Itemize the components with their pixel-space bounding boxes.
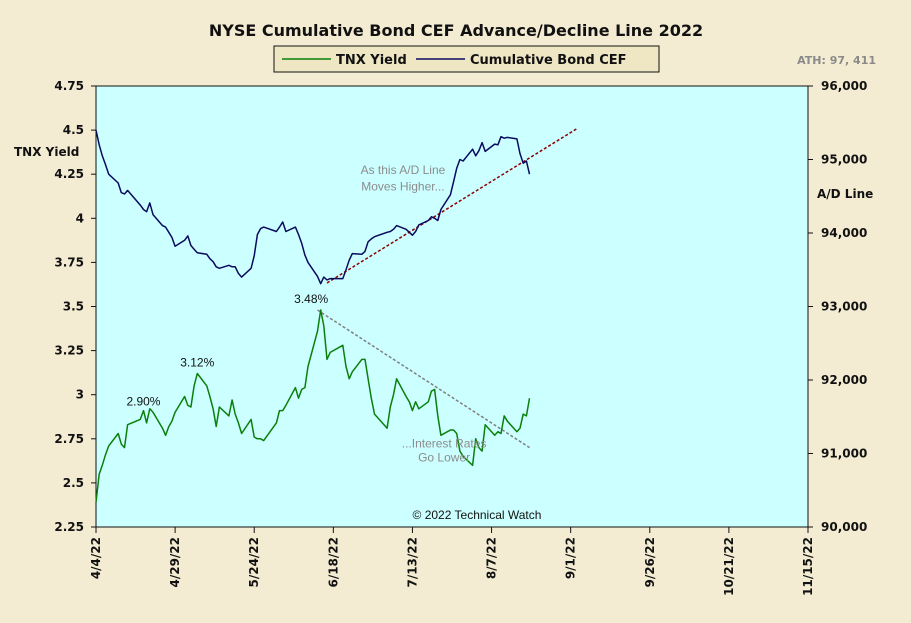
x-tick-label: 5/24/22	[247, 537, 261, 588]
left-tick-label: 2.75	[54, 432, 84, 446]
yield-annotation-line2: Go Lower	[418, 451, 470, 465]
ath-label: ATH: 97, 411	[797, 54, 876, 67]
tnx-yield-line	[95, 309, 531, 503]
peak-label-348: 3.48%	[294, 292, 328, 306]
left-tick-label: 3.5	[63, 300, 84, 314]
legend: TNX Yield Cumulative Bond CEF	[273, 45, 660, 73]
right-tick-label: 94,000	[821, 226, 867, 240]
peak-label-290: 2.90%	[126, 394, 160, 408]
chart-title: NYSE Cumulative Bond CEF Advance/Decline…	[209, 21, 703, 40]
legend-box	[273, 45, 660, 73]
yield-trendline	[317, 309, 530, 449]
legend-label-tnx-yield: TNX Yield	[336, 53, 407, 68]
x-tick-label: 4/4/22	[89, 537, 103, 579]
right-tick-label: 93,000	[821, 300, 867, 314]
right-tick-label: 90,000	[821, 520, 867, 534]
annotations: As this A/D Line Moves Higher... ...Intere…	[126, 163, 486, 465]
right-tick-label: 95,000	[821, 153, 867, 167]
x-tick-label: 11/15/22	[801, 537, 815, 596]
legend-label-cumulative-bond-cef: Cumulative Bond CEF	[470, 53, 627, 68]
right-axis-label: A/D Line	[817, 187, 873, 201]
ad-annotation-line2: Moves Higher...	[361, 179, 444, 193]
right-tick-label: 91,000	[821, 447, 867, 461]
right-axis-ticks: 90,000 91,000 92,000 93,000 94,000 95,000 96,0…	[808, 79, 867, 534]
left-tick-label: 4.75	[54, 79, 84, 93]
x-tick-label: 6/18/22	[326, 537, 340, 588]
left-axis-label: TNX Yield	[14, 145, 79, 159]
right-tick-label: 96,000	[821, 79, 867, 93]
left-axis-ticks: 2.25 2.5 2.75 3 3.25 3.5 3.75 4 4.25 4.5 4.75	[54, 79, 96, 534]
right-tick-label: 92,000	[821, 373, 867, 387]
left-tick-label: 3.25	[54, 344, 84, 358]
peak-label-312: 3.12%	[180, 355, 214, 369]
x-tick-label: 9/1/22	[564, 537, 578, 579]
cumulative-bond-cef-line	[95, 129, 531, 285]
ad-trendline	[326, 127, 578, 284]
yield-annotation-line1: ...Interest Rates	[402, 437, 487, 451]
left-tick-label: 2.25	[54, 520, 84, 534]
x-axis-ticks: 4/4/22 4/29/22 5/24/22 6/18/22 7/13/22 8/7/22…	[89, 527, 815, 596]
ad-annotation-line1: As this A/D Line	[361, 163, 446, 177]
x-tick-label: 4/29/22	[168, 537, 182, 588]
series-lines	[95, 129, 531, 503]
x-tick-label: 7/13/22	[405, 537, 419, 588]
x-tick-label: 10/21/22	[722, 537, 736, 596]
copyright-text: © 2022 Technical Watch	[413, 508, 542, 522]
left-tick-label: 4	[76, 211, 84, 225]
trendlines	[317, 127, 578, 449]
x-tick-label: 9/26/22	[643, 537, 657, 588]
left-tick-label: 2.5	[63, 476, 84, 490]
left-tick-label: 4.25	[54, 167, 84, 181]
x-tick-label: 8/7/22	[485, 537, 499, 579]
left-tick-label: 3	[76, 388, 84, 402]
left-tick-label: 4.5	[63, 123, 84, 137]
left-tick-label: 3.75	[54, 255, 84, 269]
